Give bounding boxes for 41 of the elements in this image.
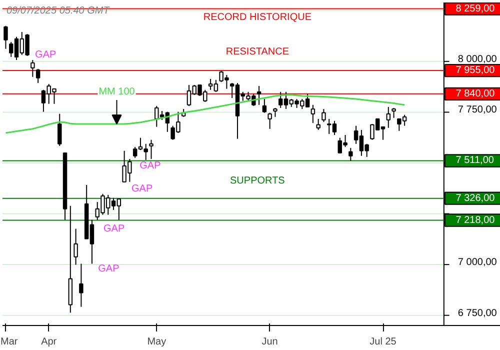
annotation: GAP (35, 49, 57, 60)
candlestick (79, 263, 84, 308)
candlestick (256, 85, 262, 106)
candlestick (58, 113, 62, 146)
candlestick (348, 147, 353, 162)
y-tick-label: 8 000,00 (458, 54, 498, 65)
candlestick (149, 139, 154, 160)
ref-line-label: 7 840,00 (456, 88, 496, 100)
annotation: RESISTANCE (226, 46, 290, 58)
annotation: GAP (140, 160, 162, 172)
candlestick (74, 228, 78, 266)
line-series (4, 94, 406, 134)
candlestick (316, 118, 320, 130)
annotation: GAP (132, 183, 153, 194)
ref-line-label: 7 511,00 (456, 155, 494, 166)
y-tick-label: 6 750,00 (458, 308, 498, 319)
x-tick-label: Jul 25 (370, 336, 397, 348)
text: MM 100 (98, 86, 136, 98)
x-tick-label: Mar (0, 336, 18, 348)
annotation: GAP (104, 223, 125, 234)
annotation: RECORD HISTORIQUE (203, 12, 312, 23)
candlestick (310, 104, 316, 124)
y-tick-label: 7 000,00 (458, 257, 498, 268)
annotation: SUPPORTS (230, 175, 286, 186)
annotation: GAP (98, 263, 120, 274)
y-tick-label: 7 750,00 (458, 104, 498, 116)
candlestick (36, 68, 40, 84)
x-tick-label: Apr (41, 336, 58, 348)
candlestick (392, 107, 396, 118)
ref-line-label: 7 326,00 (456, 192, 496, 204)
ref-line-label: 7 218,00 (456, 214, 496, 226)
candlestick (268, 112, 272, 130)
candlestick (386, 106, 391, 128)
candlestick (262, 98, 267, 114)
candlestick (322, 108, 326, 122)
candlestick (30, 59, 35, 78)
x-tick-label: Jun (262, 336, 278, 348)
ref-line-label: 7 955,00 (456, 65, 496, 76)
ref-line-label: 8 259,00 (456, 3, 496, 14)
x-tick-label: May (147, 336, 166, 348)
candlestick (4, 25, 8, 50)
